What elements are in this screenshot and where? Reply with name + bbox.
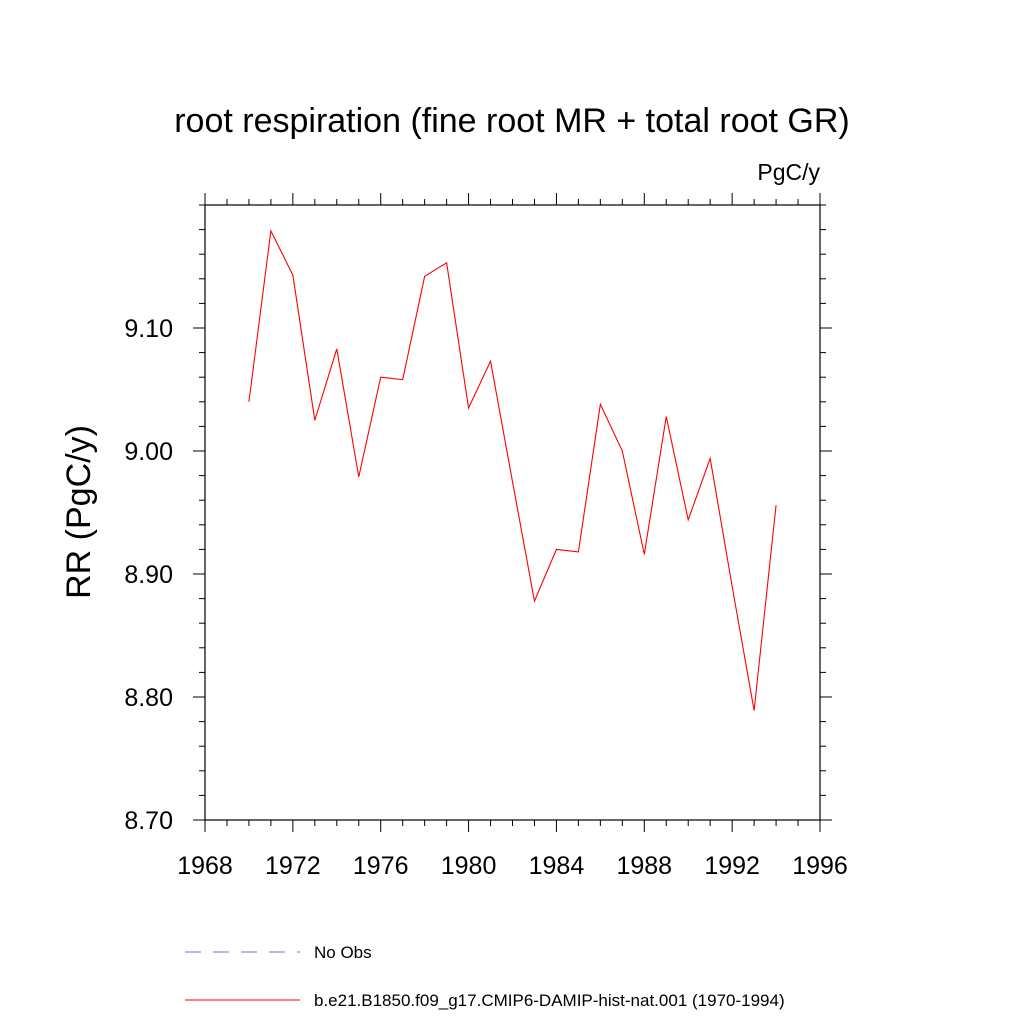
units-label: PgC/y xyxy=(757,159,820,185)
legend-label: No Obs xyxy=(314,943,372,962)
x-tick-label: 1984 xyxy=(529,852,585,880)
legend-label: b.e21.B1850.f09_g17.CMIP6-DAMIP-hist-nat… xyxy=(314,991,785,1010)
series-line xyxy=(248,228,777,711)
x-tick-label: 1972 xyxy=(265,852,321,880)
y-tick-label: 8.90 xyxy=(124,561,173,589)
y-tick-label: 8.70 xyxy=(124,807,173,835)
x-tick-label: 1992 xyxy=(704,852,760,880)
plot-frame xyxy=(204,204,821,821)
series-layer xyxy=(248,228,777,711)
y-tick-label: 9.00 xyxy=(124,438,173,466)
chart-title: root respiration (fine root MR + total r… xyxy=(174,102,850,140)
tick-labels: 1968 1972 1976 1980 1984 1988 1992 1996 8.70 8.80… xyxy=(124,315,847,880)
y-tick-label: 9.10 xyxy=(124,315,173,343)
x-tick-label: 1988 xyxy=(616,852,672,880)
x-tick-label: 1996 xyxy=(792,852,848,880)
x-tick-label: 1968 xyxy=(177,852,233,880)
y-axis-label: RR (PgC/y) xyxy=(60,425,98,599)
axis-ticks xyxy=(193,193,832,832)
legend: No Obs b.e21.B1850.f09_g17.CMIP6-DAMIP-hi… xyxy=(185,943,785,1010)
x-tick-label: 1976 xyxy=(353,852,409,880)
x-tick-label: 1980 xyxy=(441,852,497,880)
y-tick-label: 8.80 xyxy=(124,684,173,712)
